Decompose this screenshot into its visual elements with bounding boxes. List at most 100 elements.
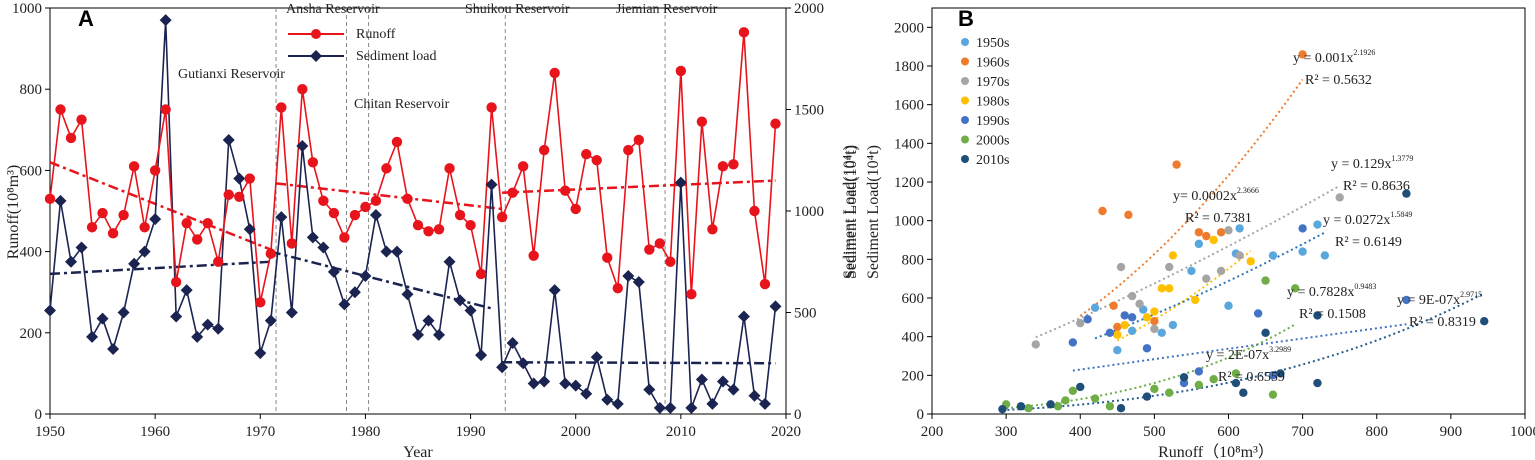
point-2010s-14 — [1402, 189, 1411, 198]
equation-exponent-1980s: 2.3666 — [1237, 186, 1259, 195]
sediment-point-1985 — [412, 328, 424, 341]
sediment-point-1965 — [201, 318, 214, 331]
point-1980s-4 — [1150, 307, 1159, 316]
point-1950s-6 — [1168, 320, 1178, 330]
runoff-point-1984 — [402, 193, 413, 205]
sediment-point-1978 — [338, 298, 351, 311]
point-1970s-6 — [1150, 324, 1159, 334]
runoff-point-1989 — [454, 209, 466, 221]
runoff-point-2002 — [591, 155, 602, 166]
b-y-tick-label-1000: 1000 — [894, 214, 924, 230]
x-tick-label-1950: 1950 — [35, 424, 65, 440]
runoff-point-1967 — [223, 189, 234, 200]
panel-a-left-y-axis-title: Runoff(10⁸m³) — [5, 165, 22, 260]
point-1990s-7 — [1179, 378, 1189, 388]
point-1980s-10 — [1246, 257, 1255, 266]
right-y-tick-label-1000: 1000 — [794, 204, 824, 220]
runoff-point-2004 — [612, 282, 623, 294]
legend-label-1970s: 1970s — [976, 75, 1009, 90]
right-y-tick-label-2000: 2000 — [794, 1, 824, 17]
panel-b-outer-y-axis-title: Sediment Load(10⁴t) — [841, 145, 858, 279]
point-1970s-1 — [1031, 340, 1040, 349]
sediment-point-2001 — [580, 387, 593, 400]
point-1980s-1 — [1113, 330, 1122, 339]
panel-b-label: B — [958, 6, 974, 31]
runoff-point-1969 — [244, 173, 255, 184]
sediment-point-1986 — [422, 314, 435, 327]
point-2010s-8 — [1231, 378, 1241, 388]
runoff-point-2001 — [581, 148, 592, 160]
point-2010s-6 — [1142, 392, 1152, 401]
runoff-point-1962 — [170, 276, 182, 288]
point-1950s-12 — [1268, 251, 1278, 260]
legend-label-2000s: 2000s — [976, 134, 1009, 149]
b-y-tick-label-800: 800 — [902, 252, 925, 268]
b-x-tick-label-400: 400 — [1069, 424, 1092, 440]
x-tick-label-1960: 1960 — [140, 424, 170, 440]
runoff-point-1952 — [65, 132, 77, 144]
runoff-point-2009 — [665, 256, 676, 267]
runoff-point-1976 — [318, 195, 329, 207]
sediment-point-1996 — [527, 377, 540, 390]
point-1980s-5 — [1157, 284, 1166, 293]
point-2010s-5 — [1116, 404, 1126, 413]
point-1960s-10 — [1298, 50, 1307, 59]
point-1990s-4 — [1120, 311, 1129, 320]
runoff-point-1950 — [44, 193, 56, 205]
sediment-point-2013 — [706, 397, 719, 410]
sediment-point-1975 — [306, 231, 319, 244]
point-2000s-15 — [1291, 284, 1300, 293]
point-1970s-3 — [1116, 262, 1126, 272]
point-1950s-11 — [1235, 224, 1244, 233]
runoff-trend-line-2 — [275, 182, 503, 211]
trend-curve-1980s — [1116, 250, 1252, 342]
runoff-point-1977 — [328, 207, 340, 219]
runoff-point-2006 — [633, 134, 644, 146]
equation-1950s: y = 0.0272x1.5849 — [1323, 210, 1412, 228]
point-1960s-8 — [1202, 231, 1211, 241]
point-1950s-5 — [1157, 328, 1166, 337]
point-1950s-9 — [1224, 301, 1233, 310]
equation-exponent-2010s: 2.9715 — [1460, 290, 1482, 299]
runoff-point-1965 — [202, 217, 213, 229]
panel-a-plot-frame — [49, 7, 787, 415]
point-2010s-3 — [1046, 400, 1055, 409]
sediment-point-2000 — [569, 379, 582, 392]
point-1960s-6 — [1172, 160, 1181, 169]
sediment-point-1960 — [149, 213, 162, 226]
runoff-point-1958 — [128, 161, 140, 172]
point-2000s-2 — [1024, 404, 1033, 413]
sediment-point-1951 — [54, 194, 67, 207]
sediment-point-1967 — [222, 133, 235, 146]
point-1990s-10 — [1268, 371, 1278, 380]
point-2000s-6 — [1090, 394, 1100, 403]
runoff-point-1979 — [349, 209, 361, 221]
sediment-point-2011 — [685, 401, 698, 414]
sediment-point-2019 — [769, 300, 782, 313]
runoff-point-1968 — [234, 191, 245, 202]
b-x-tick-label-200: 200 — [921, 424, 944, 440]
trend-curve-2000s — [1006, 323, 1296, 410]
b-x-tick-label-500: 500 — [1143, 424, 1166, 440]
b-y-tick-label-1200: 1200 — [894, 175, 924, 191]
runoff-point-2000 — [570, 203, 581, 215]
runoff-point-1993 — [496, 211, 508, 223]
equation-1960s: y = 0.001x2.1926 — [1293, 48, 1375, 66]
x-tick-label-1970: 1970 — [245, 424, 275, 440]
b-y-tick-label-1800: 1800 — [894, 59, 924, 75]
runoff-point-1959 — [139, 222, 150, 233]
runoff-point-2016 — [738, 27, 750, 38]
sediment-point-1973 — [285, 306, 298, 319]
r-squared-1990s: R² = 0.1508 — [1299, 307, 1366, 322]
sediment-point-1995 — [517, 357, 530, 370]
runoff-point-1957 — [118, 209, 129, 221]
legend-sediment-marker — [310, 50, 322, 62]
panel-a-label: A — [78, 6, 94, 31]
x-tick-label-2010: 2010 — [666, 424, 696, 440]
right-y-tick-label-0: 0 — [794, 407, 802, 423]
point-1950s-8 — [1194, 239, 1204, 249]
runoff-point-1999 — [560, 185, 571, 196]
runoff-point-1997 — [538, 144, 550, 156]
sediment-point-1963 — [180, 284, 193, 297]
point-1970s-10 — [1224, 226, 1233, 235]
